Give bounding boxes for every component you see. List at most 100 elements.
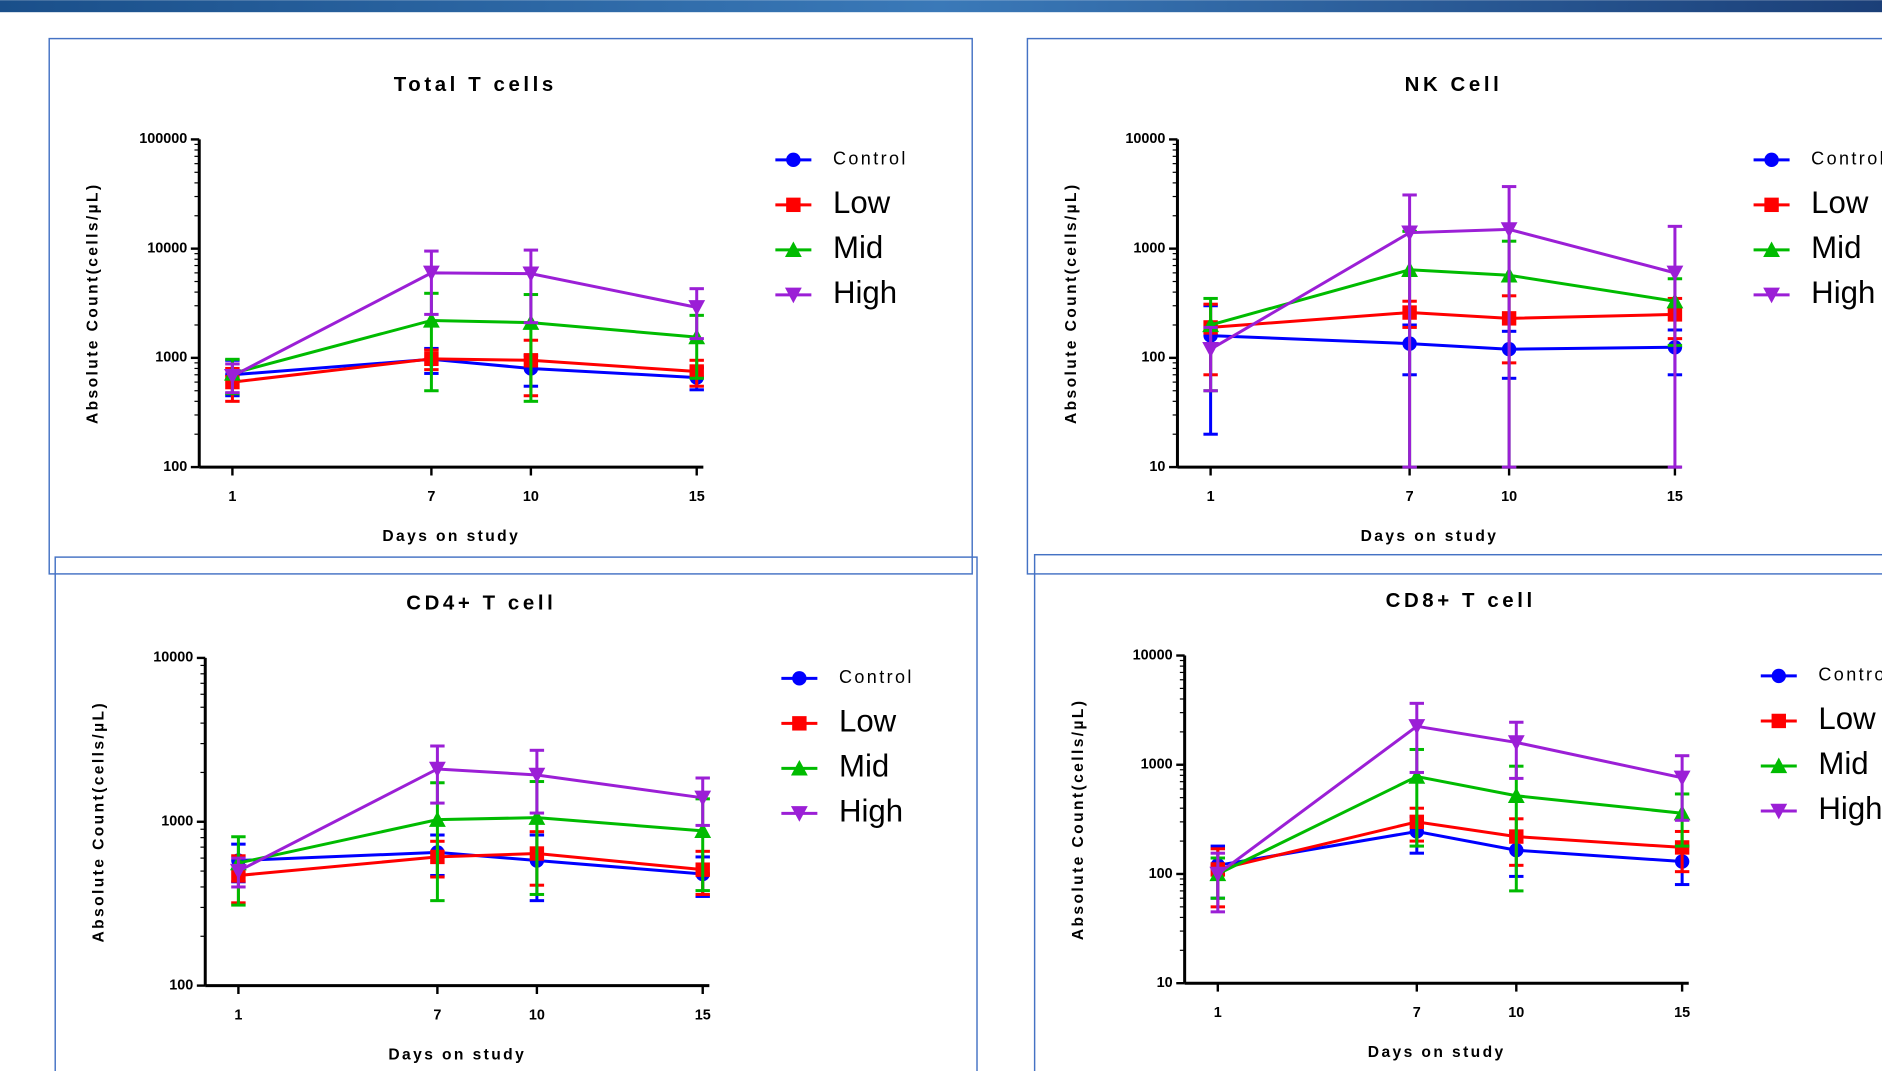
legend-marker xyxy=(790,806,808,822)
x-tick-label: 15 xyxy=(695,1007,711,1023)
error-bar xyxy=(1509,764,1524,893)
y-tick-label: 100000 xyxy=(139,131,187,147)
series-line xyxy=(1217,829,1683,867)
y-tick-label: 100 xyxy=(163,459,187,475)
error-bar xyxy=(1409,701,1425,774)
data-point xyxy=(1202,342,1220,358)
legend-label: Low xyxy=(839,704,897,739)
series-line xyxy=(1217,820,1683,871)
series-line xyxy=(232,318,697,375)
legend-marker xyxy=(784,241,802,258)
legend-marker xyxy=(1763,241,1780,258)
chart-panel: CD4+ T cell 100 1000 10000 1 7 10 15 Days on stu… xyxy=(54,556,978,1071)
x-tick-label: 7 xyxy=(427,489,435,505)
error-bar xyxy=(523,248,539,325)
y-tick-label: 1000 xyxy=(155,350,187,366)
series-line xyxy=(1210,268,1676,327)
x-axis-title: Days on study xyxy=(388,1046,526,1063)
series-line xyxy=(232,357,697,384)
legend-label: Mid xyxy=(839,749,889,784)
x-tick-label: 15 xyxy=(1674,1005,1690,1021)
y-tick-label: 1000 xyxy=(1133,240,1165,256)
data-point xyxy=(422,312,440,328)
legend-label: Low xyxy=(833,185,891,220)
legend-marker xyxy=(790,759,808,776)
legend-label: High xyxy=(833,275,897,310)
legend-label: High xyxy=(1811,275,1875,310)
error-bar xyxy=(1210,851,1226,914)
chart-title: CD8+ T cell xyxy=(1386,590,1536,612)
data-point xyxy=(1408,719,1426,735)
data-point xyxy=(1408,768,1426,784)
legend-label: Low xyxy=(1818,701,1876,736)
legend-marker xyxy=(786,152,801,168)
legend-marker xyxy=(1763,287,1780,304)
x-axis-title: Days on study xyxy=(1368,1044,1506,1061)
legend-label: Mid xyxy=(1818,746,1868,781)
y-axis-title: Absolute Count(cells/µL) xyxy=(91,701,108,943)
data-point xyxy=(428,811,446,827)
x-axis-title: Days on study xyxy=(382,528,520,545)
y-axis-title: Absolute Count(cells/µL) xyxy=(1070,699,1087,941)
legend-label: Control xyxy=(833,149,908,169)
y-axis-title: Absolute Count(cells/µL) xyxy=(1063,182,1080,424)
legend-label: Mid xyxy=(1811,230,1861,265)
x-tick-label: 10 xyxy=(523,489,539,505)
y-tick-label: 10000 xyxy=(147,240,187,256)
chart-title: CD4+ T cell xyxy=(406,592,556,614)
data-point xyxy=(694,790,712,807)
y-tick-label: 10 xyxy=(1149,459,1165,475)
data-point xyxy=(528,767,546,784)
series-line xyxy=(1210,311,1675,329)
y-tick-label: 100 xyxy=(169,977,193,993)
panel-frame xyxy=(48,37,973,575)
y-tick-label: 10000 xyxy=(1125,131,1165,147)
legend-marker xyxy=(1770,757,1788,774)
data-point xyxy=(528,809,546,825)
data-point xyxy=(422,265,440,282)
chart-panel: NK Cell 10 100 1000 10000 1 7 10 15 Days on study… xyxy=(1026,37,1882,575)
legend-marker xyxy=(1771,713,1786,729)
y-tick-label: 100 xyxy=(1149,866,1173,882)
data-point xyxy=(1401,225,1419,242)
panel-frame xyxy=(1026,37,1882,575)
legend-marker xyxy=(792,671,807,686)
legend-label: Control xyxy=(839,667,914,687)
series-line xyxy=(238,816,703,865)
data-point xyxy=(428,761,446,778)
legend-label: Low xyxy=(1811,185,1869,220)
x-tick-label: 7 xyxy=(433,1007,441,1023)
x-tick-label: 15 xyxy=(689,489,705,505)
data-point xyxy=(1666,265,1684,282)
legend-marker xyxy=(784,287,802,304)
legend-marker xyxy=(1764,152,1779,168)
header-band xyxy=(0,0,1882,13)
legend-label: Control xyxy=(1811,149,1882,169)
y-tick-label: 10000 xyxy=(153,650,193,666)
y-axis-title: Absolute Count(cells/µL) xyxy=(85,182,102,424)
chart-title: Total T cells xyxy=(394,74,557,96)
x-tick-label: 1 xyxy=(1207,489,1215,505)
y-tick-label: 100 xyxy=(1141,350,1165,366)
legend-label: High xyxy=(839,794,903,829)
x-tick-label: 10 xyxy=(529,1007,545,1023)
chart-title: NK Cell xyxy=(1405,74,1503,96)
data-point xyxy=(230,863,247,880)
legend-marker xyxy=(1764,197,1779,213)
series-line xyxy=(1210,334,1675,351)
y-tick-label: 10 xyxy=(1157,975,1173,991)
x-tick-label: 7 xyxy=(1413,1005,1421,1021)
y-tick-label: 1000 xyxy=(161,814,193,830)
data-point xyxy=(1507,787,1525,803)
data-point xyxy=(694,822,712,839)
data-point xyxy=(1209,866,1227,883)
series-line xyxy=(231,271,698,378)
data-point xyxy=(1673,770,1691,787)
series-line xyxy=(238,852,703,877)
series-line xyxy=(1217,774,1683,876)
x-tick-label: 1 xyxy=(234,1007,242,1023)
y-tick-label: 10000 xyxy=(1133,647,1173,663)
series-line xyxy=(1209,227,1676,351)
legend-marker xyxy=(1770,803,1788,820)
